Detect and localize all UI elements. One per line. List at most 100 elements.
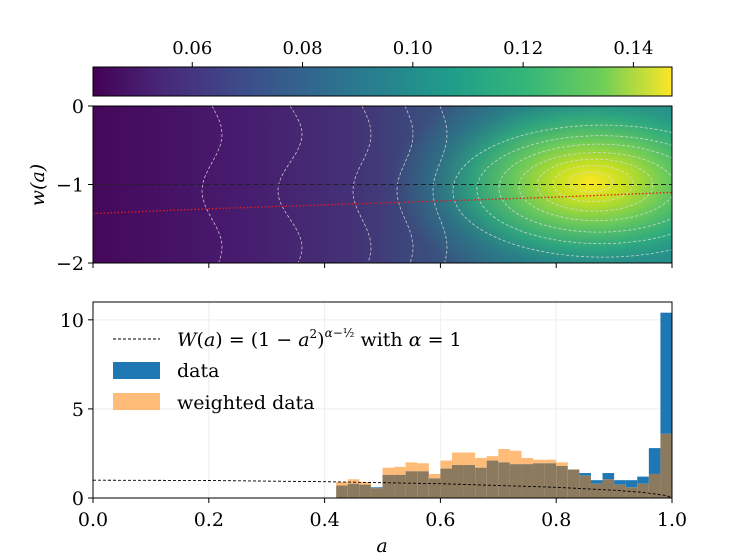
colorbar-tick-label: 0.12 [503,38,543,59]
data-bar [370,487,383,489]
legend-data-swatch [113,362,160,379]
histogram-ticks: 0.0 0.2 0.4 0.6 0.8 1.0 0 5 10 [60,310,687,531]
legend-reference-label: W(a) = (1 − a2)α−½ with α = 1 [177,326,462,351]
histogram-xtick-label: 1.0 [657,509,687,531]
overlap-bar [347,483,360,498]
weighted-data-bar [405,462,418,472]
heatmap-ytick-label: 0 [72,96,84,118]
overlap-bar [394,474,406,498]
histogram-xtick-label: 0.8 [541,509,571,531]
colorbar: 0.06 0.08 0.10 0.12 0.14 [92,38,673,97]
overlap-bar [475,467,487,498]
colorbar-tick-label: 0.08 [283,38,323,59]
data-bar [602,473,615,480]
overlap-bar [637,483,649,498]
contour-ring [498,143,672,233]
overlap-bar [428,478,441,498]
histogram-ytick-label: 10 [60,310,84,332]
overlap-bar [463,465,476,498]
colorbar-tick-label: 0.14 [613,38,653,59]
overlap-bar [521,464,534,498]
colorbar-tick-label: 0.10 [393,38,433,59]
weighted-data-bar [359,481,371,485]
weighted-data-bar [347,479,360,484]
legend-data-label: data [177,360,219,382]
overlap-bar [579,475,591,498]
histogram-ytick-label: 5 [72,399,84,421]
histogram-xlabel: a [376,535,387,557]
heatmap-ytick-label: −2 [56,253,84,275]
colorbar-gradient [92,66,673,97]
heatmap-ylabel: w(a) [27,164,49,206]
legend-weighted-label: weighted data [177,392,315,414]
histogram-xtick-label: 0.2 [194,509,224,531]
data-bar [648,448,661,474]
histogram-bars [336,312,672,498]
weighted-data-bar [440,460,452,469]
weighted-data-bar [556,462,568,466]
overlap-bar [660,433,672,498]
weighted-data-bar [498,449,510,463]
overlap-bar [498,462,510,498]
weighted-data-bar [463,452,476,466]
overlap-bar [602,479,615,498]
histogram-xtick-label: 0.6 [425,509,455,531]
heatmap-panel: 0 −1 −2 w(a) [27,96,673,275]
overlap-bar [382,474,395,498]
legend: W(a) = (1 − a2)α−½ with α = 1 data weigh… [113,326,462,414]
histogram-ytick-label: 0 [72,488,84,510]
weighted-data-bar [544,459,557,464]
overlap-bar [370,488,383,498]
weighted-data-bar [382,467,395,475]
colorbar-tick-label: 0.06 [172,38,212,59]
histogram-xtick-label: 0.4 [309,509,339,531]
contour-ring [452,124,672,258]
overlap-bar [625,487,638,498]
overlap-bar [590,483,603,498]
heatmap-peak [391,106,672,263]
heatmap-ticks: 0 −1 −2 [56,96,673,275]
overlap-bar [486,460,499,498]
overlap-bar [614,484,626,498]
data-bar [614,480,626,485]
heatmap-ytick-label: −1 [56,175,84,197]
weighted-data-bar [533,459,545,464]
reference-curve [93,479,672,498]
data-bar [660,312,672,434]
contour-ring [476,135,672,245]
weighted-data-bar [336,481,348,486]
weighted-data-bar [509,450,522,465]
overlap-bar [567,469,580,498]
data-bar [637,476,649,484]
contour-ring [568,171,614,193]
histogram-xtick-label: 0.0 [78,509,108,531]
overlap-bar [336,485,348,498]
overlap-bar [359,484,371,498]
overlap-bar [648,473,661,498]
weighted-data-bar [394,466,406,475]
data-bar [579,473,591,476]
data-bar [590,480,603,484]
contour-line [352,106,372,263]
overlap-bar [556,465,568,498]
weighted-data-bar [486,456,499,461]
weighted-data-bar [451,452,464,466]
weighted-data-bar [417,463,429,472]
overlap-bar [451,465,464,498]
overlap-bar [405,471,418,498]
histogram-panel: 0.0 0.2 0.4 0.6 0.8 1.0 0 5 10 a W(a) = (1 − a2)… [60,301,687,557]
weighted-data-bar [521,457,534,465]
overlap-bar [440,468,452,498]
overlap-bar [533,463,545,498]
overlap-bar [417,471,429,498]
weighted-data-bar [428,473,441,479]
contour-ring [552,165,634,203]
overlap-bar [544,463,557,498]
data-bar [625,480,638,488]
contour-ring [536,158,654,212]
overlap-bar [509,464,522,498]
histogram-frame [92,301,673,499]
contour-ring [518,152,672,222]
legend-weighted-swatch [113,393,160,410]
